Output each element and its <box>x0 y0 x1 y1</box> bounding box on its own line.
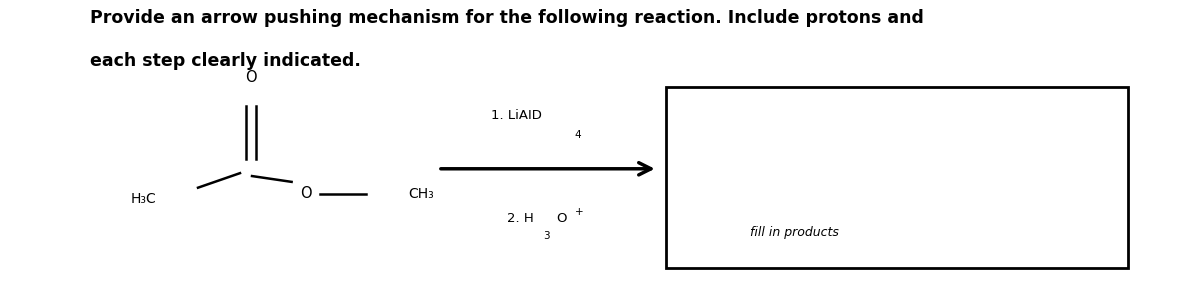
Text: 2. H: 2. H <box>506 212 533 226</box>
Text: Provide an arrow pushing mechanism for the following reaction. Include protons a: Provide an arrow pushing mechanism for t… <box>90 9 924 27</box>
Text: 3: 3 <box>544 231 551 241</box>
Text: 4: 4 <box>575 130 582 140</box>
Bar <box>666 87 1128 268</box>
Text: O: O <box>557 212 568 226</box>
Text: each step clearly indicated.: each step clearly indicated. <box>90 52 361 70</box>
Text: O: O <box>245 70 257 85</box>
Text: O: O <box>300 186 312 201</box>
Text: +: + <box>575 207 584 217</box>
Text: fill in products: fill in products <box>750 226 839 239</box>
Text: 1. LiAID: 1. LiAID <box>491 109 542 122</box>
Text: CH₃: CH₃ <box>408 187 433 200</box>
Text: H₃C: H₃C <box>131 192 157 206</box>
